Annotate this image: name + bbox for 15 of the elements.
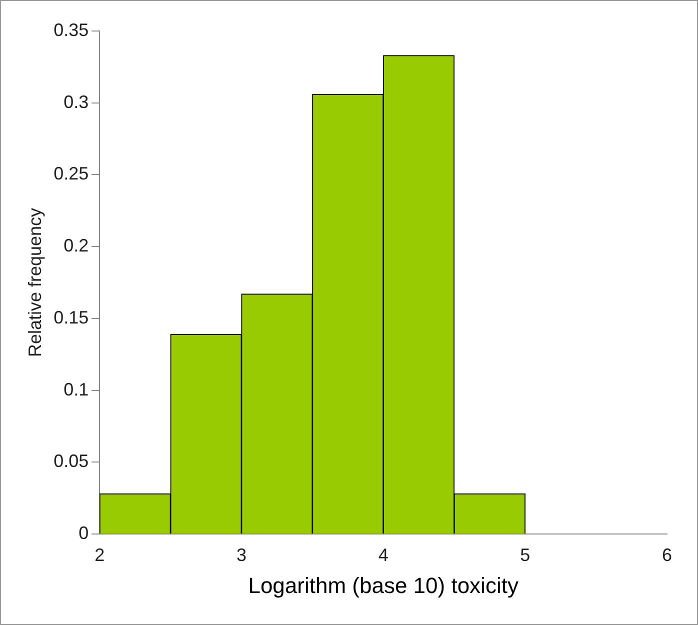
y-tick-label: 0.2 [64,236,89,256]
y-tick-label: 0.1 [64,379,89,400]
x-tick-label: 2 [94,544,105,565]
y-tick-label: 0.3 [64,92,89,112]
x-tick-label: 6 [662,544,672,565]
x-tick-label: 4 [378,544,388,565]
y-tick-label: 0.25 [54,164,89,184]
x-tick-label: 5 [520,544,530,565]
y-tick-label: 0.35 [54,20,89,40]
x-axis-title: Logarithm (base 10) toxicity [248,572,518,598]
y-tick-label: 0.05 [54,451,89,472]
y-tick-label: 0 [78,522,89,543]
x-tick-label: 3 [236,544,246,565]
y-axis-title: Relative frequency [24,208,45,358]
y-tick-label: 0.15 [54,307,89,328]
